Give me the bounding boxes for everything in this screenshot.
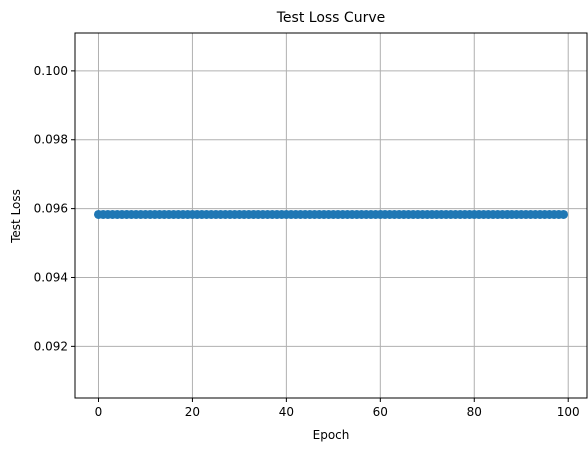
y-tick-label: 0.094 bbox=[34, 270, 68, 284]
y-tick-label: 0.098 bbox=[34, 133, 68, 147]
y-tick-label: 0.096 bbox=[34, 202, 68, 216]
x-tick-label: 60 bbox=[373, 405, 388, 419]
series-layer bbox=[93, 209, 569, 219]
y-tick-label: 0.100 bbox=[34, 64, 68, 78]
chart-title: Test Loss Curve bbox=[276, 10, 385, 26]
y-axis-label: Test Loss bbox=[9, 189, 23, 244]
x-axis: 0 20 40 60 80 100 bbox=[95, 398, 580, 419]
x-tick-label: 40 bbox=[279, 405, 294, 419]
plot-frame bbox=[74, 32, 588, 399]
x-tick-label: 20 bbox=[185, 405, 200, 419]
x-tick-label: 0 bbox=[95, 405, 103, 419]
data-point bbox=[559, 209, 569, 219]
x-tick-label: 100 bbox=[557, 405, 580, 419]
x-tick-label: 80 bbox=[467, 405, 482, 419]
x-axis-label: Epoch bbox=[313, 428, 350, 442]
y-tick-label: 0.092 bbox=[34, 339, 68, 353]
y-axis: 0.092 0.094 0.096 0.098 0.100 bbox=[34, 64, 75, 353]
